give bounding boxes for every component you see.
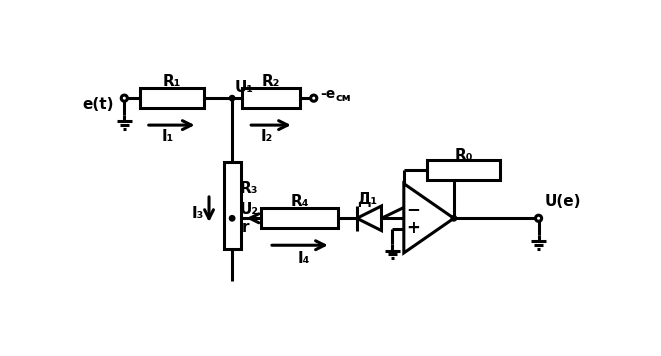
Circle shape bbox=[229, 216, 235, 221]
Text: R₁: R₁ bbox=[163, 74, 181, 89]
Text: R₂: R₂ bbox=[262, 74, 280, 89]
Text: r: r bbox=[242, 220, 250, 235]
Text: +: + bbox=[406, 219, 420, 236]
Text: см: см bbox=[335, 93, 351, 103]
Circle shape bbox=[451, 216, 457, 221]
Text: U(e): U(e) bbox=[545, 194, 581, 209]
Text: e(t): e(t) bbox=[82, 97, 114, 112]
Polygon shape bbox=[357, 206, 381, 231]
Bar bbox=[242, 88, 300, 108]
Text: I₄: I₄ bbox=[297, 251, 310, 266]
Text: Д₁: Д₁ bbox=[358, 192, 377, 207]
Text: R₀: R₀ bbox=[454, 148, 473, 163]
Text: I₂: I₂ bbox=[261, 129, 273, 144]
Circle shape bbox=[311, 95, 317, 101]
Polygon shape bbox=[404, 184, 454, 253]
Text: I₃: I₃ bbox=[192, 206, 204, 221]
Text: −: − bbox=[406, 200, 420, 218]
Bar bbox=[223, 162, 241, 249]
Text: I₁: I₁ bbox=[162, 129, 174, 144]
Circle shape bbox=[121, 95, 128, 101]
Bar bbox=[427, 160, 500, 180]
Text: R₄: R₄ bbox=[291, 194, 309, 209]
Text: U₂: U₂ bbox=[239, 201, 258, 216]
Text: -e: -e bbox=[320, 87, 335, 101]
Bar bbox=[261, 208, 338, 228]
Circle shape bbox=[535, 215, 541, 221]
Circle shape bbox=[229, 95, 235, 101]
Text: U₁: U₁ bbox=[235, 80, 254, 95]
Bar bbox=[139, 88, 204, 108]
Text: R₃: R₃ bbox=[240, 181, 258, 196]
